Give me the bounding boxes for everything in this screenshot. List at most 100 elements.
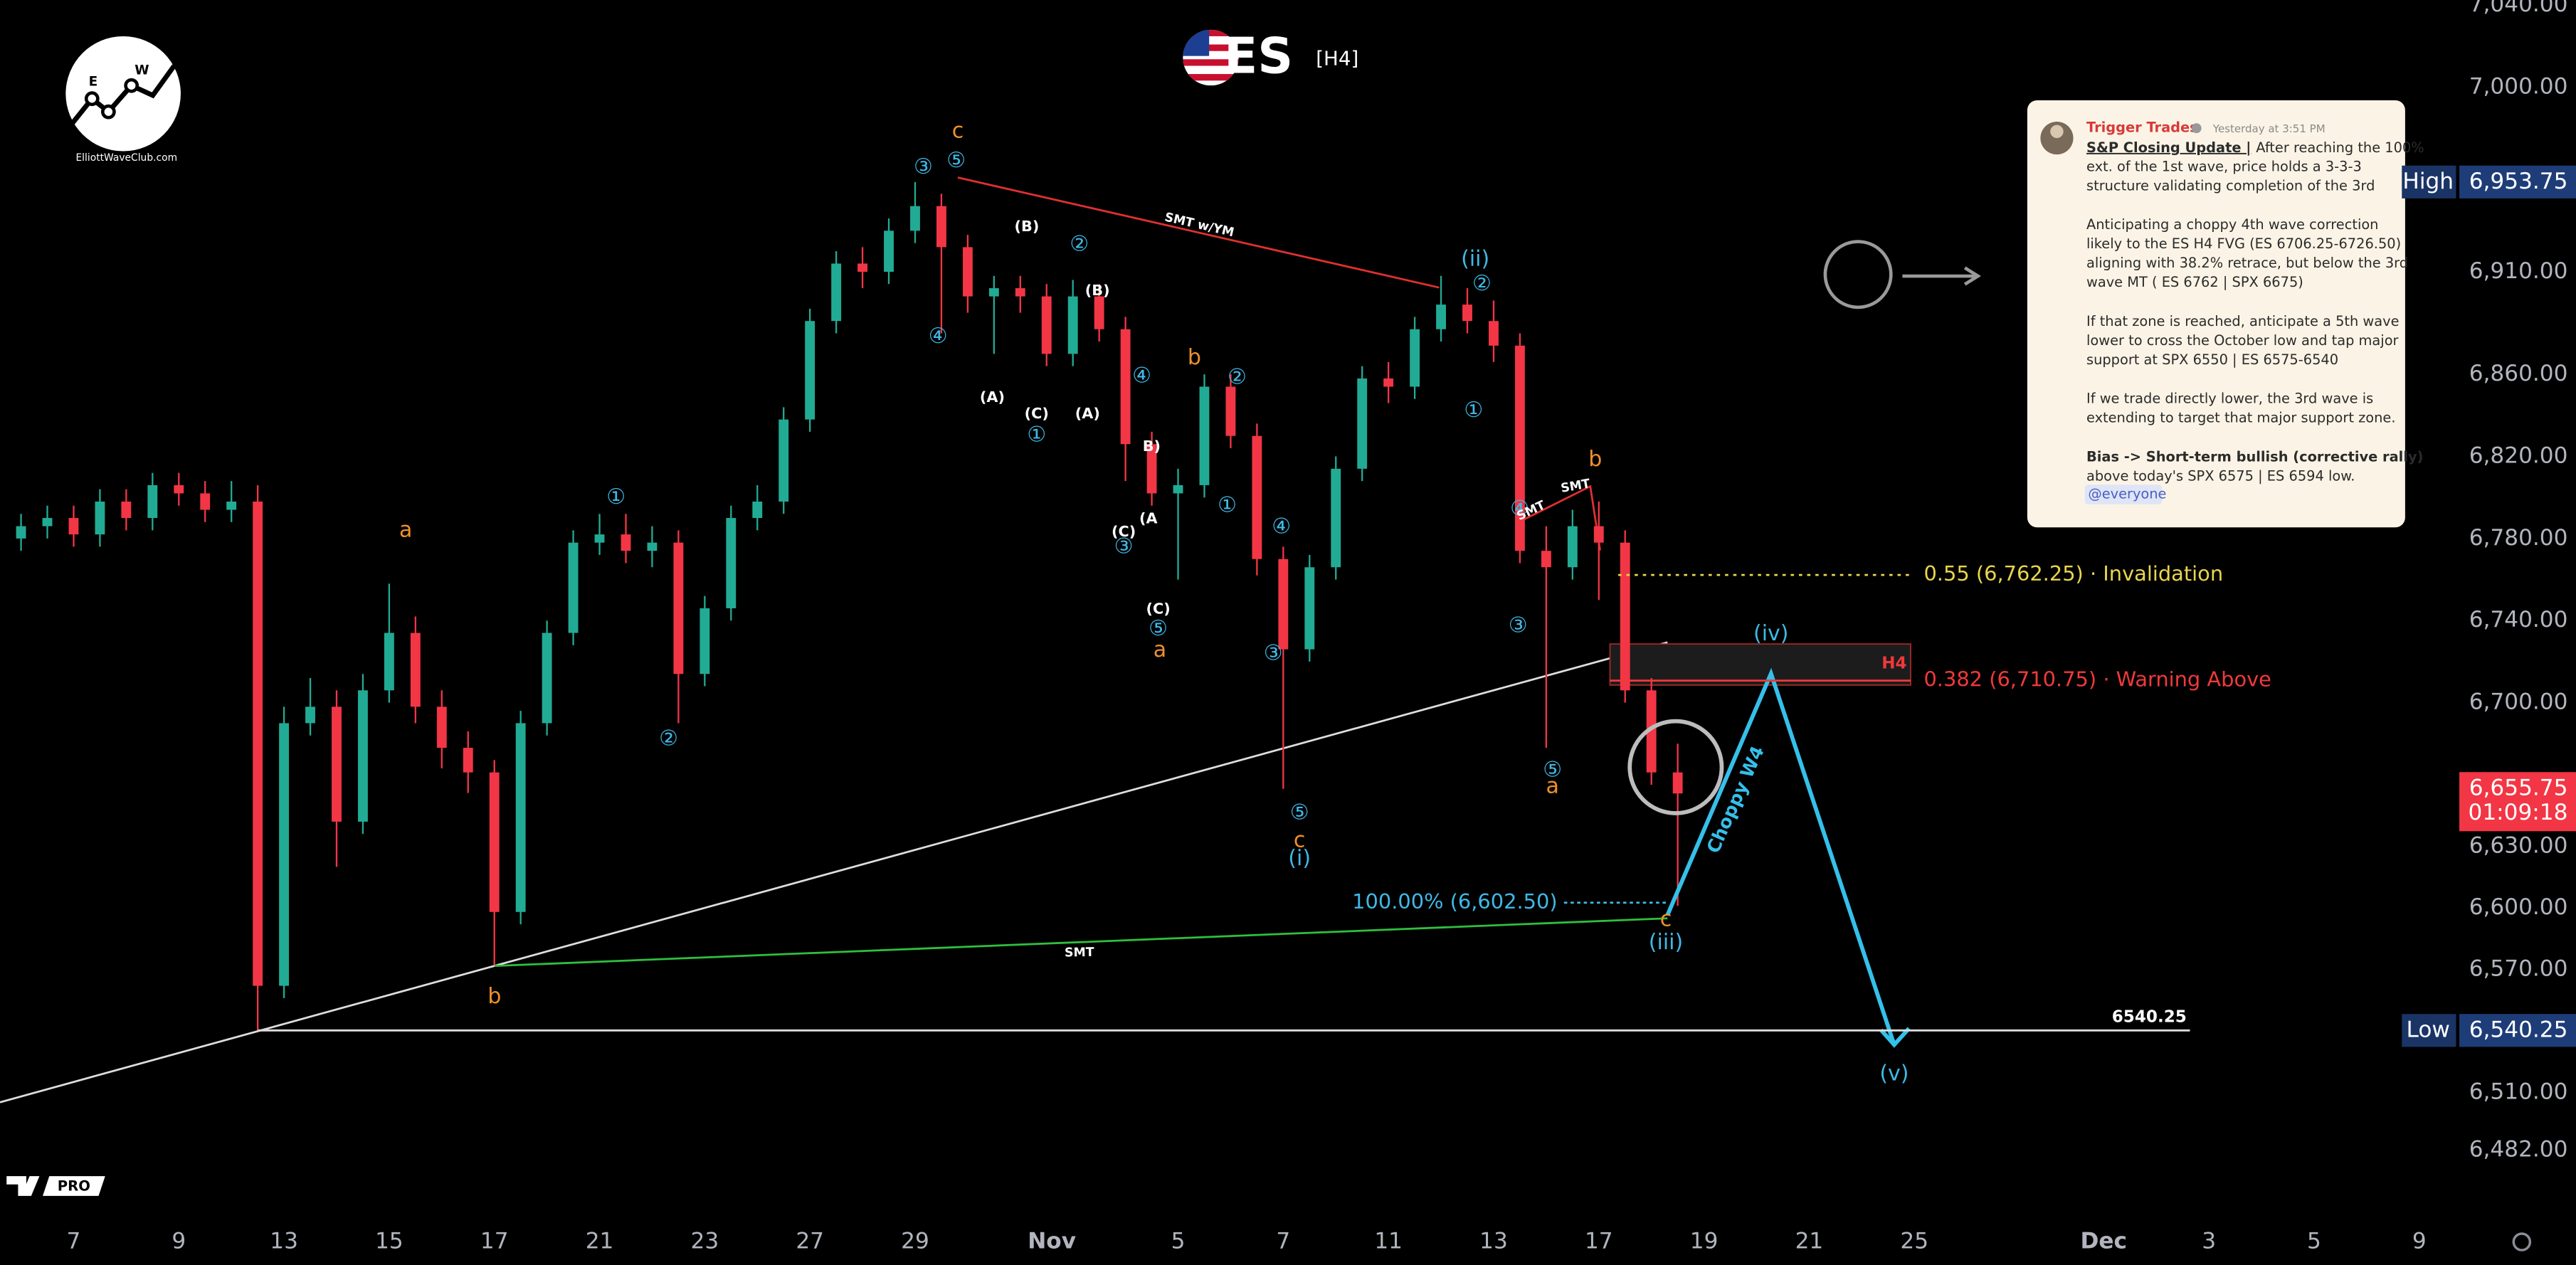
wave-label: c — [1294, 828, 1306, 853]
y-tick-label: 6,860.00 — [2469, 361, 2568, 386]
candle-body — [16, 526, 26, 539]
candle-body — [200, 493, 211, 510]
low-value: 6,540.25 — [2469, 1017, 2568, 1042]
x-tick-label: 25 — [1900, 1229, 1928, 1254]
x-tick-label: Nov — [1028, 1229, 1076, 1254]
smt-label: SMT — [1065, 946, 1094, 960]
x-tick-label: Dec — [2081, 1229, 2127, 1254]
candle-body — [962, 247, 973, 297]
candle-body — [1173, 485, 1183, 494]
candle-body — [358, 690, 368, 822]
note-author: Trigger Trades — [2086, 120, 2198, 136]
candle-body — [68, 518, 79, 535]
high-value-box — [2459, 165, 2576, 199]
note: Trigger Trades Yesterday at 3:51 PM @eve… — [2027, 100, 2424, 528]
flag-stripe — [1183, 74, 1239, 81]
wave-label: a — [1546, 774, 1559, 799]
candle-body — [95, 501, 105, 535]
candles — [16, 181, 1683, 1031]
last-price: 6,655.75 — [2469, 775, 2568, 800]
highlight-circle — [1627, 719, 1724, 815]
y-tick-label: 6,630.00 — [2469, 832, 2568, 858]
wave-label: ③ — [1114, 534, 1134, 559]
logo-dot — [100, 104, 116, 120]
logo-dot — [84, 91, 100, 107]
x-tick-label: 7 — [67, 1229, 81, 1254]
candle-body — [542, 632, 552, 724]
flag-stripe — [1183, 44, 1239, 51]
candle-body — [805, 321, 815, 420]
wave-label: ③ — [1509, 613, 1528, 637]
settings-icon[interactable] — [2512, 1232, 2532, 1251]
y-tick-label: 6,600.00 — [2469, 894, 2568, 920]
logo-letter: C — [179, 53, 189, 68]
countdown: 01:09:18 — [2469, 800, 2568, 825]
wave-label: (A — [1139, 510, 1158, 527]
candle-body — [1541, 551, 1551, 568]
wave-label: ③ — [1264, 641, 1283, 666]
low-value-box — [2459, 1014, 2576, 1047]
note-line: likely to the ES H4 FVG (ES 6706.25-6726… — [2086, 235, 2401, 252]
note-line: support at SPX 6550 | ES 6575-6540 — [2086, 351, 2338, 368]
candle-body — [1672, 772, 1683, 794]
x-tick-label: 5 — [2307, 1229, 2321, 1254]
x-tick-label: 21 — [586, 1229, 614, 1254]
x-tick-label: 27 — [796, 1229, 824, 1254]
wave-label: c — [952, 118, 964, 143]
note-line: structure validating completion of the 3… — [2086, 177, 2375, 194]
wave-label: ② — [659, 726, 678, 751]
candle-body — [752, 501, 763, 519]
wave-label: (B) — [1085, 282, 1110, 299]
candle-body — [463, 748, 473, 773]
level-label: 100.00% (6,602.50) — [1352, 889, 1557, 914]
wave-label: (B) — [1015, 218, 1040, 235]
candle-body — [121, 501, 132, 519]
note-line: above today's SPX 6575 | ES 6594 low. — [2086, 467, 2355, 484]
candle-body — [1567, 526, 1578, 568]
wave-label: a — [1154, 637, 1166, 662]
candle-body — [1067, 296, 1078, 354]
candle-body — [1094, 296, 1104, 329]
level-label: 0.55 (6,762.25) · Invalidation — [1923, 561, 2223, 586]
note-line: aligning with 38.2% retrace, but below t… — [2086, 255, 2408, 271]
author-icon — [2191, 123, 2202, 134]
note-line: S&P Closing Update | After reaching the 1… — [2086, 139, 2424, 155]
high-value: 6,953.75 — [2469, 169, 2568, 194]
flag-stripe — [1183, 29, 1239, 36]
flag — [1183, 29, 1239, 86]
candle-body — [1120, 329, 1131, 445]
y-tick-label: 6,700.00 — [2469, 689, 2568, 715]
candle-body — [1331, 468, 1341, 568]
note-line: extending to target that major support z… — [2086, 410, 2395, 426]
candle-body — [936, 206, 946, 248]
wave-label: (C) — [1025, 405, 1049, 422]
x-tick-label: 17 — [1585, 1229, 1613, 1254]
candle-body — [305, 706, 315, 724]
wave-label: ② — [1472, 271, 1492, 296]
candle-body — [1436, 305, 1446, 329]
candle-body — [1593, 526, 1604, 543]
candle-body — [1514, 345, 1525, 551]
wave-label: ④ — [1272, 514, 1291, 539]
x-tick-label: 23 — [691, 1229, 719, 1254]
y-tick-label: 7,040.00 — [2469, 0, 2568, 17]
logo-dot — [124, 78, 139, 93]
smt-line — [957, 176, 1440, 289]
candle-body — [673, 542, 684, 674]
wave-label: ① — [1027, 422, 1046, 447]
marker-arrow-head — [1963, 266, 1981, 286]
candle-body — [1199, 386, 1210, 485]
wave-label: b — [487, 984, 501, 1009]
logo-letter: W — [134, 63, 149, 78]
candle-body — [1462, 305, 1472, 322]
candle-body — [436, 706, 447, 748]
wave-label: (iii) — [1649, 930, 1683, 955]
wave-label: ② — [1070, 232, 1089, 257]
x-tick-label: 29 — [901, 1229, 929, 1254]
candle-body — [1252, 435, 1262, 559]
wave-label: ④ — [1132, 363, 1151, 388]
y-tick-label: 6,482.00 — [2469, 1136, 2568, 1162]
flag-stripe — [1183, 59, 1239, 66]
last-price-box — [2459, 772, 2576, 832]
